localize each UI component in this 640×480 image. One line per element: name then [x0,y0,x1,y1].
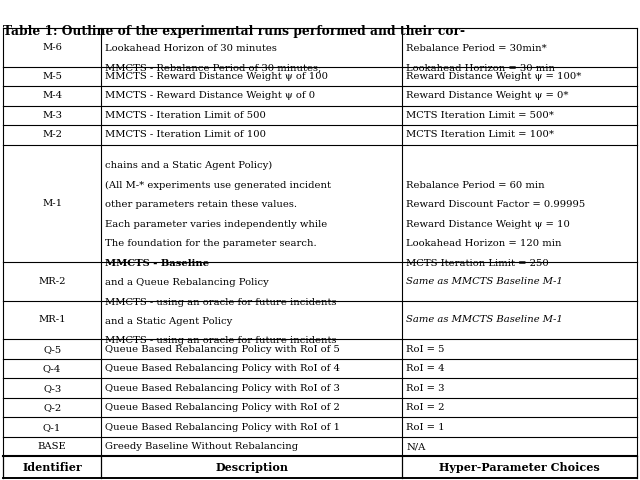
Text: Lookahead Horizon = 30 min: Lookahead Horizon = 30 min [406,64,556,73]
Text: The foundation for the parameter search.: The foundation for the parameter search. [105,239,317,248]
Text: Reward Distance Weight ψ = 100*: Reward Distance Weight ψ = 100* [406,72,582,81]
Text: Description: Description [215,462,289,473]
Text: MMCTS - using an oracle for future incidents: MMCTS - using an oracle for future incid… [105,336,337,346]
Text: RoI = 5: RoI = 5 [406,345,445,354]
Text: Q-3: Q-3 [43,384,61,393]
Text: Identifier: Identifier [22,462,82,473]
Text: MMCTS - Iteration Limit of 500: MMCTS - Iteration Limit of 500 [105,111,266,120]
Text: RoI = 3: RoI = 3 [406,384,445,393]
Text: MMCTS - using an oracle for future incidents: MMCTS - using an oracle for future incid… [105,298,337,307]
Text: Q-2: Q-2 [43,403,61,412]
Text: MMCTS - Baseline: MMCTS - Baseline [105,259,209,267]
Text: Reward Distance Weight ψ = 0*: Reward Distance Weight ψ = 0* [406,92,569,100]
Text: MMCTS - Iteration Limit of 100: MMCTS - Iteration Limit of 100 [105,131,266,140]
Text: MCTS Iteration Limit = 500*: MCTS Iteration Limit = 500* [406,111,554,120]
Text: (All M-* experiments use generated incident: (All M-* experiments use generated incid… [105,180,332,190]
Text: Same as MMCTS Baseline M-1: Same as MMCTS Baseline M-1 [406,276,563,286]
Text: MMCTS - Reward Distance Weight ψ of 100: MMCTS - Reward Distance Weight ψ of 100 [105,72,328,81]
Text: Rebalance Period = 60 min: Rebalance Period = 60 min [406,180,545,190]
Text: RoI = 4: RoI = 4 [406,364,445,373]
Text: MCTS Iteration Limit = 250: MCTS Iteration Limit = 250 [406,259,549,267]
Text: Q-4: Q-4 [43,364,61,373]
Text: Rebalance Period = 30min*: Rebalance Period = 30min* [406,44,547,53]
Text: BASE: BASE [38,442,67,451]
Text: Reward Discount Factor = 0.99995: Reward Discount Factor = 0.99995 [406,200,586,209]
Text: Queue Based Rebalancing Policy with RoI of 4: Queue Based Rebalancing Policy with RoI … [105,364,340,373]
Text: chains and a Static Agent Policy): chains and a Static Agent Policy) [105,161,273,170]
Text: N/A: N/A [406,442,426,451]
Text: MR-1: MR-1 [38,315,66,324]
Text: MMCTS - Reward Distance Weight ψ of 0: MMCTS - Reward Distance Weight ψ of 0 [105,92,316,100]
Text: Reward Distance Weight ψ = 10: Reward Distance Weight ψ = 10 [406,220,570,228]
Text: Each parameter varies independently while: Each parameter varies independently whil… [105,220,328,228]
Text: MCTS Iteration Limit = 100*: MCTS Iteration Limit = 100* [406,131,554,140]
Text: M-5: M-5 [42,72,62,81]
Text: RoI = 2: RoI = 2 [406,403,445,412]
Text: M-6: M-6 [42,43,62,52]
Text: Same as MMCTS Baseline M-1: Same as MMCTS Baseline M-1 [406,315,563,324]
Text: Queue Based Rebalancing Policy with RoI of 1: Queue Based Rebalancing Policy with RoI … [105,422,340,432]
Text: Queue Based Rebalancing Policy with RoI of 3: Queue Based Rebalancing Policy with RoI … [105,384,340,393]
Text: Lookahead Horizon of 30 minutes: Lookahead Horizon of 30 minutes [105,44,277,53]
Text: M-2: M-2 [42,131,62,140]
Text: Hyper-Parameter Choices: Hyper-Parameter Choices [439,462,600,473]
Text: Table 1: Outline of the experimental runs performed and their cor-: Table 1: Outline of the experimental run… [3,25,465,38]
Text: Greedy Baseline Without Rebalancing: Greedy Baseline Without Rebalancing [105,442,298,451]
Text: RoI = 1: RoI = 1 [406,422,445,432]
Text: MMCTS - Rebalance Period of 30 minutes;: MMCTS - Rebalance Period of 30 minutes; [105,64,322,73]
Text: and a Queue Rebalancing Policy: and a Queue Rebalancing Policy [105,278,269,287]
Text: other parameters retain these values.: other parameters retain these values. [105,200,297,209]
Text: M-3: M-3 [42,111,62,120]
Text: MR-2: MR-2 [38,276,66,286]
Text: Queue Based Rebalancing Policy with RoI of 2: Queue Based Rebalancing Policy with RoI … [105,403,340,412]
Text: M-4: M-4 [42,92,62,100]
Text: Queue Based Rebalancing Policy with RoI of 5: Queue Based Rebalancing Policy with RoI … [105,345,340,354]
Text: Q-1: Q-1 [43,422,61,432]
Text: Lookahead Horizon = 120 min: Lookahead Horizon = 120 min [406,239,562,248]
Text: Q-5: Q-5 [43,345,61,354]
Text: M-1: M-1 [42,199,62,208]
Text: and a Static Agent Policy: and a Static Agent Policy [105,317,232,326]
